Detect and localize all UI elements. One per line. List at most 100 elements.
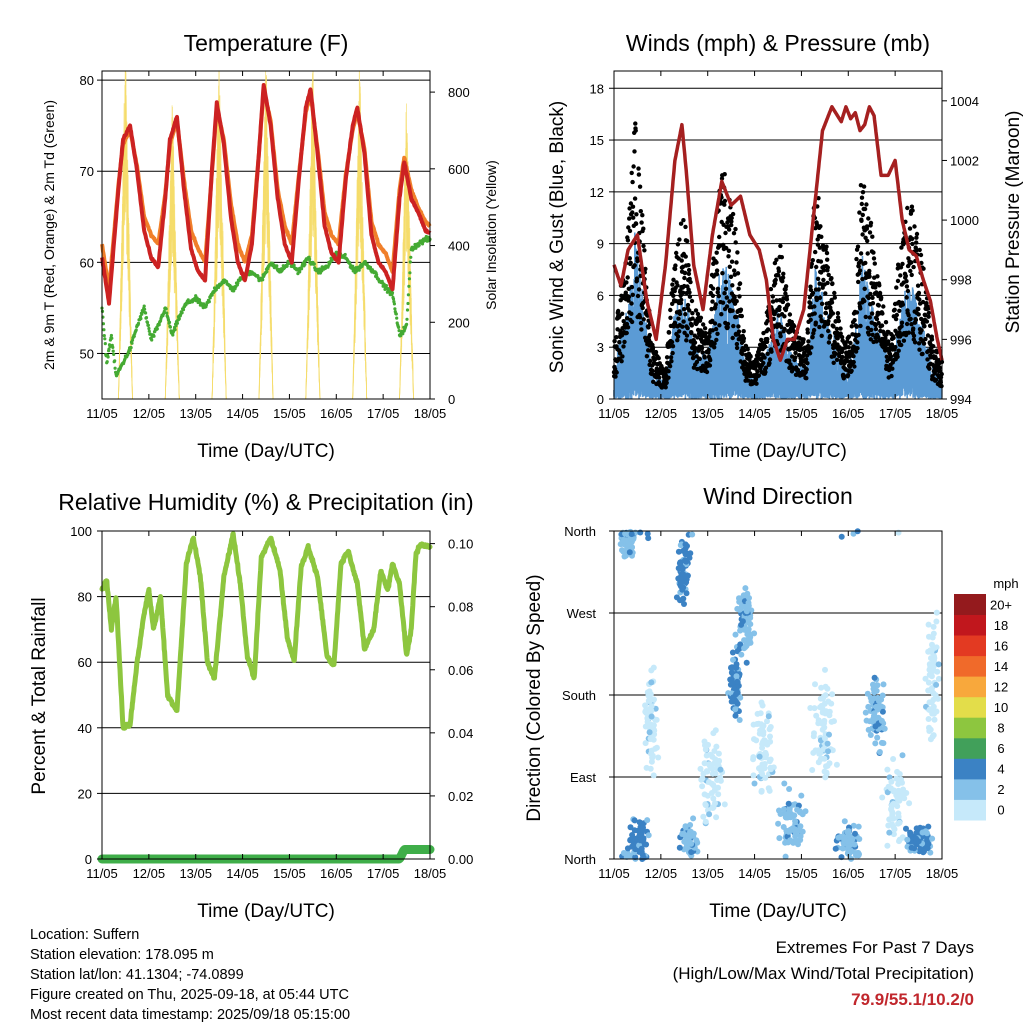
- gust-point: [670, 282, 675, 287]
- direction-point: [680, 595, 687, 602]
- direction-point: [822, 735, 828, 742]
- gust-point: [812, 304, 817, 309]
- gust-point: [881, 304, 886, 309]
- gust-point: [678, 293, 683, 298]
- gust-point: [893, 344, 898, 350]
- temperature-plot-frame: [101, 70, 431, 400]
- direction-point: [747, 621, 754, 628]
- gust-point: [924, 319, 930, 324]
- dewpoint-point: [417, 243, 421, 247]
- gust-point: [855, 244, 861, 249]
- temperature-ylabel: 2m & 9m T (Red, Orange) & 2m Td (Green): [41, 100, 57, 370]
- gust-point: [917, 347, 922, 352]
- gust-point: [933, 377, 939, 383]
- direction-point: [711, 748, 718, 754]
- gust-point: [818, 314, 823, 319]
- station-location: Location: Suffern: [30, 927, 140, 943]
- gust-point: [714, 337, 719, 343]
- direction-point: [677, 542, 684, 549]
- gust-point: [823, 291, 828, 296]
- y2-tick-label: 0.08: [448, 600, 473, 615]
- gust-point: [865, 238, 870, 244]
- rh-line: [99, 531, 433, 731]
- gust-point: [809, 345, 814, 350]
- gust-point: [918, 252, 924, 258]
- gust-point: [851, 354, 856, 359]
- y-tick-label: 18: [590, 81, 604, 96]
- gust-point: [815, 276, 821, 281]
- gust-point: [710, 286, 716, 291]
- gust-point: [871, 250, 876, 255]
- direction-point: [715, 784, 721, 791]
- gust-point: [639, 327, 644, 332]
- direction-point: [631, 817, 638, 824]
- direction-point: [896, 771, 903, 777]
- gust-point: [816, 287, 821, 292]
- gust-point: [916, 312, 921, 317]
- gust-point: [804, 376, 809, 381]
- gust-point: [697, 356, 702, 362]
- gust-point: [925, 333, 931, 338]
- gust-point: [712, 345, 717, 350]
- direction-point: [646, 729, 653, 736]
- direction-point: [866, 718, 873, 725]
- gust-point: [826, 340, 832, 345]
- x-tick-label: 13/05: [179, 866, 212, 881]
- gust-point: [683, 254, 688, 259]
- direction-point: [702, 802, 709, 809]
- dewpoint-point: [165, 311, 169, 315]
- gust-point: [776, 273, 781, 278]
- gust-point: [723, 286, 729, 291]
- gust-point: [919, 328, 924, 333]
- direction-point: [819, 726, 826, 733]
- direction-point: [637, 837, 644, 844]
- direction-point: [732, 706, 739, 713]
- direction-point: [627, 535, 634, 542]
- direction-point: [879, 692, 886, 699]
- direction-point: [781, 780, 788, 787]
- dewpoint-point: [197, 298, 202, 302]
- direction-point: [782, 853, 789, 860]
- direction-point: [767, 766, 774, 773]
- direction-point: [686, 839, 693, 846]
- gust-point: [630, 292, 635, 297]
- direction-point: [784, 811, 791, 817]
- direction-point: [765, 785, 772, 792]
- gust-point: [732, 268, 737, 273]
- gust-point: [736, 329, 742, 334]
- x-tick-label: 18/05: [926, 406, 959, 421]
- gust-point: [925, 357, 930, 362]
- gust-point: [854, 324, 859, 329]
- direction-point: [925, 621, 932, 628]
- direction-point: [792, 833, 799, 840]
- gust-point: [830, 311, 836, 316]
- gust-point: [656, 356, 661, 361]
- gust-point: [921, 341, 927, 346]
- gust-point: [873, 326, 879, 332]
- gust-point: [756, 373, 762, 378]
- x-tick-label: 16/05: [320, 866, 353, 881]
- y-tick-label: 20: [78, 786, 92, 801]
- gust-point: [802, 350, 807, 356]
- direction-point: [832, 845, 839, 852]
- gust-point: [879, 323, 885, 328]
- gust-point: [783, 284, 789, 289]
- gust-point: [890, 366, 895, 371]
- direction-point: [833, 761, 840, 768]
- gust-point: [808, 284, 813, 289]
- gust-point: [860, 232, 865, 237]
- gust-point: [734, 341, 740, 347]
- pressure-y2label: Station Pressure (Maroon): [1003, 111, 1024, 334]
- dewpoint-point: [164, 307, 168, 311]
- gust-point: [641, 226, 646, 231]
- direction-point: [838, 533, 845, 540]
- dewpoint-point: [261, 278, 265, 282]
- y2-tick-label: 996: [950, 332, 972, 347]
- gust-point: [722, 198, 728, 204]
- gust-point: [883, 336, 888, 341]
- gust-point: [910, 236, 915, 241]
- gust-point: [724, 304, 730, 309]
- gust-point: [793, 350, 798, 356]
- x-tick-label: 13/05: [179, 406, 212, 421]
